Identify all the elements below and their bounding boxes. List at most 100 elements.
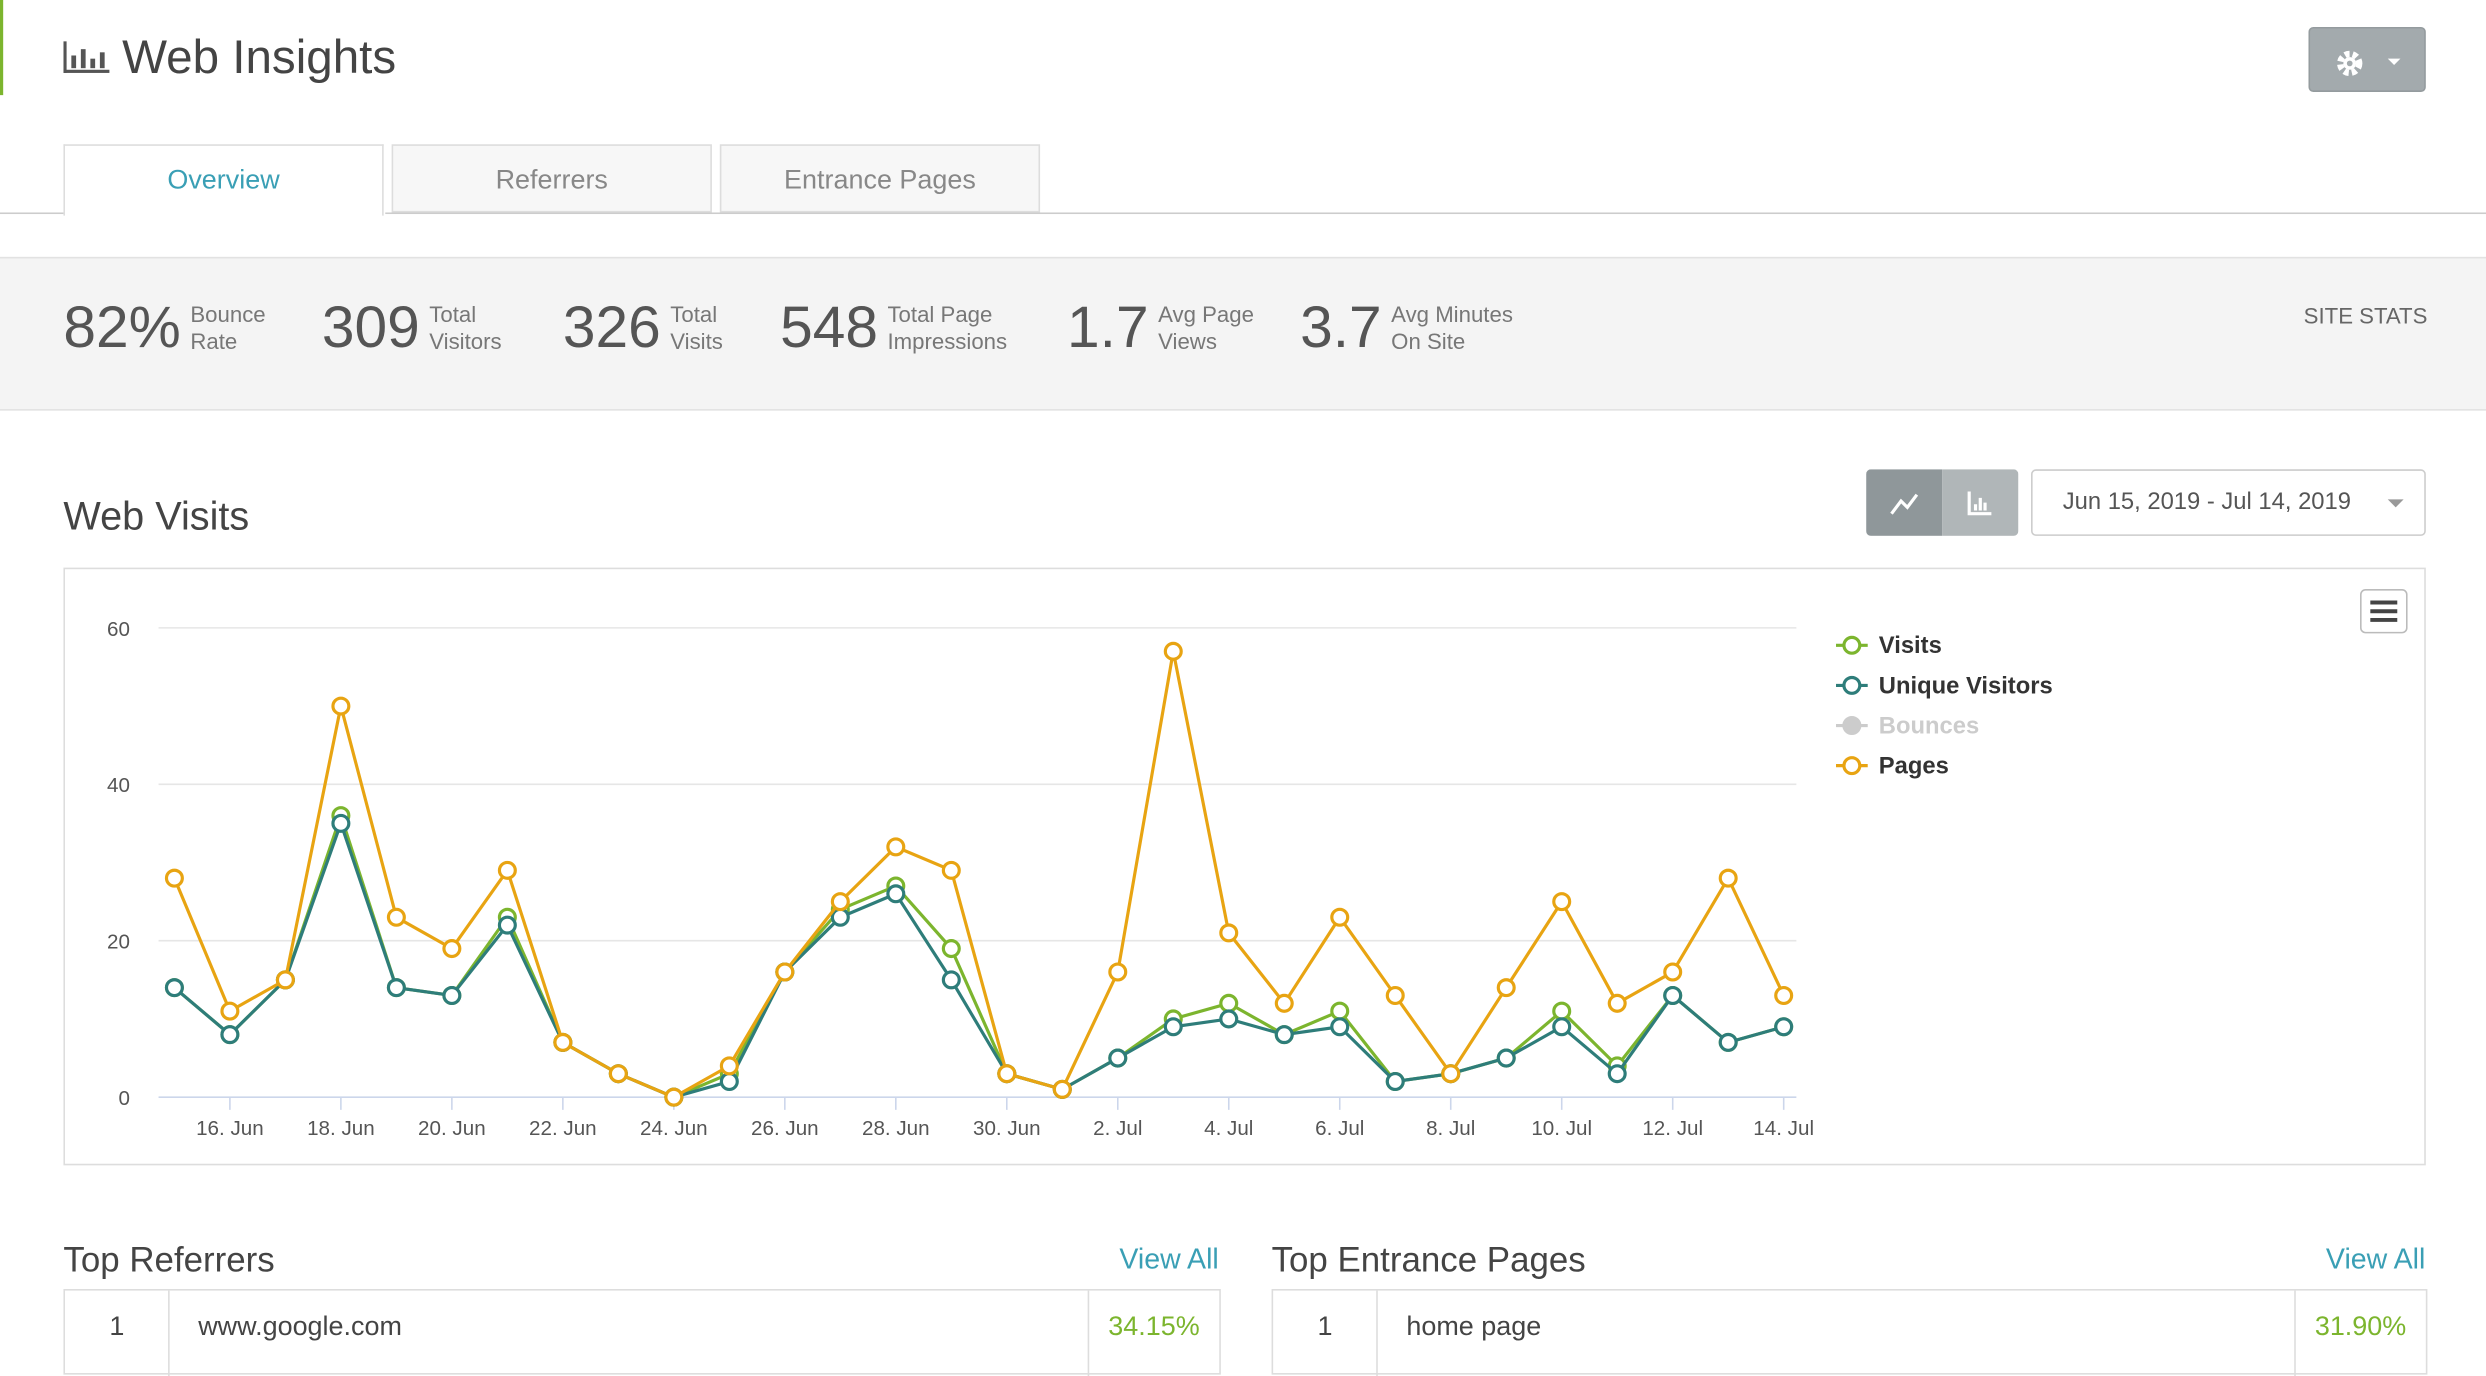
point: [442, 939, 462, 959]
x-tick-label: 28. Jun: [862, 1117, 930, 1140]
stat-value: 1.7: [1067, 294, 1149, 360]
point: [1385, 1072, 1405, 1092]
point: [719, 1072, 739, 1092]
accent: [0, 0, 4, 96]
y-tick-label: 0: [119, 1087, 130, 1110]
x-tick-label: 4. Jul: [1204, 1117, 1253, 1140]
x-tick-label: 22. Jun: [529, 1117, 597, 1140]
point: [775, 962, 795, 982]
panel-title: Top Entrance Pages: [1271, 1239, 1586, 1280]
point: [608, 1064, 628, 1084]
point: [997, 1064, 1017, 1084]
y-tick-label: 60: [107, 618, 130, 641]
point: [1108, 962, 1128, 982]
point: [1219, 923, 1239, 943]
series-line: [173, 818, 1785, 1099]
y-tick-label: 40: [107, 774, 130, 797]
point: [1219, 1009, 1239, 1029]
legend-label: Pages: [1879, 753, 1949, 780]
point: [886, 884, 906, 904]
point: [1163, 641, 1183, 661]
x-tick-label: 12. Jul: [1642, 1117, 1703, 1140]
point: [164, 868, 184, 888]
point: [941, 860, 961, 880]
point: [220, 1001, 240, 1021]
x-tick-label: 24. Jun: [640, 1117, 708, 1140]
point: [442, 985, 462, 1005]
date-range-picker[interactable]: Jun 15, 2019 - Jul 14, 2019: [2031, 469, 2426, 536]
view-all-link[interactable]: View All: [2325, 1243, 2426, 1275]
point: [1330, 1001, 1350, 1021]
point: [1607, 993, 1627, 1013]
point: [1774, 1017, 1794, 1037]
point: [1607, 1064, 1627, 1084]
point: [1274, 993, 1294, 1013]
point: [386, 907, 406, 927]
point: [1441, 1064, 1461, 1084]
page: home page: [1406, 1311, 1542, 1342]
point: [1552, 1001, 1572, 1021]
chart-toggle[interactable]: [1866, 469, 2019, 536]
point: [1663, 985, 1683, 1005]
stat-value: 309: [321, 294, 420, 360]
point: [1219, 993, 1239, 1013]
date-range: Jun 15, 2019 - Jul 14, 2019: [2062, 488, 2351, 516]
tab[interactable]: Overview: [63, 144, 384, 216]
point: [1663, 962, 1683, 982]
percent: 31.90%: [2314, 1311, 2407, 1342]
point: [497, 860, 517, 880]
legend-label: Unique Visitors: [1879, 672, 2053, 699]
settings-button[interactable]: [2308, 26, 2426, 92]
point: [1552, 1017, 1572, 1037]
series-line: [173, 810, 1785, 1099]
tab[interactable]: Referrers: [391, 144, 712, 213]
point: [553, 1032, 573, 1052]
point: [386, 978, 406, 998]
tab[interactable]: Entrance Pages: [719, 144, 1041, 213]
point: [1552, 892, 1572, 912]
point: [1385, 985, 1405, 1005]
point: [497, 915, 517, 935]
point: [1330, 1017, 1350, 1037]
entrance-row: 1 home page 31.90%: [1271, 1289, 2428, 1376]
stat-value: 82%: [63, 294, 181, 360]
stat-label: Total Page Impressions: [887, 301, 1008, 354]
legend-marker: [1842, 756, 1862, 776]
legend-marker: [1842, 716, 1862, 736]
legend-marker: [1842, 675, 1862, 695]
stat-label: Avg Minutes On Site: [1391, 301, 1513, 354]
stat-value: 548: [780, 294, 878, 360]
section-title: Web Visits: [63, 494, 250, 540]
series-line: [172, 651, 1786, 1099]
x-tick-label: 30. Jun: [973, 1117, 1041, 1140]
point: [220, 1025, 240, 1045]
stats-bar: [0, 256, 2486, 411]
point: [1274, 1025, 1294, 1045]
panel-title: Top Referrers: [63, 1239, 275, 1280]
point: [1774, 985, 1794, 1005]
legend-label: Visits: [1879, 632, 1942, 659]
x-tick-label: 2. Jul: [1093, 1117, 1142, 1140]
point: [1496, 978, 1516, 998]
x-tick-label: 6. Jul: [1315, 1117, 1364, 1140]
point: [164, 978, 184, 998]
point: [331, 813, 351, 833]
point: [1496, 1048, 1516, 1068]
referrer: www.google.com: [198, 1311, 402, 1342]
referrer-row: 1 www.google.com 34.15%: [63, 1289, 1221, 1376]
point: [275, 970, 295, 990]
view-all-link[interactable]: View All: [1119, 1243, 1219, 1275]
chart: 0 20 40 60 16. Jun 18. Jun 20. Jun 22. Jun 24. J…: [107, 589, 2408, 1140]
point: [331, 696, 351, 716]
stat-label: Total Visitors: [429, 301, 502, 354]
x-tick-label: 14. Jul: [1753, 1117, 1814, 1140]
legend-marker: [1842, 635, 1862, 655]
point: [1718, 1032, 1738, 1052]
stat-label: Avg Page Views: [1158, 301, 1254, 354]
x-tick-label: 26. Jun: [751, 1117, 819, 1140]
point: [941, 970, 961, 990]
x-tick-label: 10. Jul: [1531, 1117, 1592, 1140]
stat-label: Total Visits: [670, 301, 723, 354]
